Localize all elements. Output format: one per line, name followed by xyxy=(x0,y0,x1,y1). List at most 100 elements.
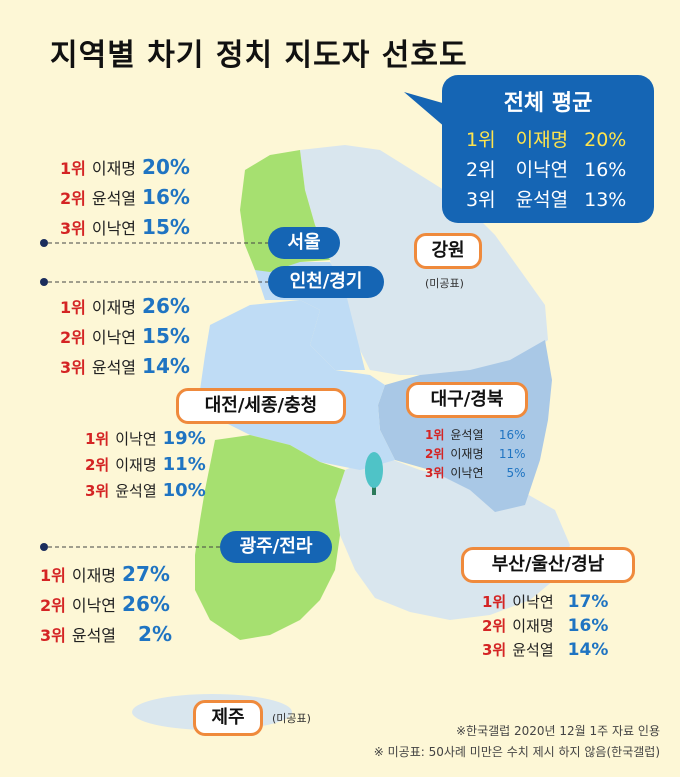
percent-value: 2% xyxy=(138,622,172,646)
percent-value: 14% xyxy=(567,640,609,660)
list-item: 3위 윤석열 14% xyxy=(60,352,190,382)
national-heading: 전체 평균 xyxy=(503,91,593,116)
region-label-busan: 부산/울산/경남 xyxy=(461,547,635,583)
rank-label: 3위 xyxy=(482,641,507,659)
percent-value: 16% xyxy=(498,428,526,442)
rank-label: 3위 xyxy=(466,189,496,211)
candidate-name: 이재명 xyxy=(450,447,484,461)
candidate-name: 이재명 xyxy=(512,617,554,635)
candidate-name: 이재명 xyxy=(91,298,137,317)
list-item: 1위 이재명 26% xyxy=(60,292,190,322)
national-average-box: 전체 평균 1위 이재명 20% 2위 이낙연 16% 3위 윤석열 13% xyxy=(442,75,654,223)
list-item: 2위 이낙연 15% xyxy=(60,322,190,352)
candidate-name: 이낙연 xyxy=(115,430,157,448)
national-row-3: 3위 윤석열 13% xyxy=(466,185,626,212)
list-item: 2위 이재명 11% xyxy=(425,445,526,464)
list-item: 2위 이재명 16% xyxy=(482,614,608,638)
list-item: 3위 윤석열 2% xyxy=(40,620,172,650)
rank-label: 1위 xyxy=(85,430,110,448)
gwangju-ranking: 1위 이재명 27% 2위 이낙연 26% 3위 윤석열 2% xyxy=(40,560,172,650)
list-item: 3위 윤석열 14% xyxy=(482,638,608,662)
region-label-incheon: 인천/경기 xyxy=(268,266,384,298)
percent-value: 13% xyxy=(584,189,627,211)
rank-label: 3위 xyxy=(85,482,110,500)
candidate-name: 이낙연 xyxy=(91,219,137,238)
percent-value: 11% xyxy=(498,447,526,461)
unpublished-note: (미공표) xyxy=(272,712,311,725)
region-label-gwangju: 광주/전라 xyxy=(220,531,332,563)
list-item: 2위 이재명 11% xyxy=(85,452,206,478)
candidate-name: 이낙연 xyxy=(515,159,569,181)
candidate-name: 이재명 xyxy=(515,129,569,151)
region-label-daegu: 대구/경북 xyxy=(406,382,528,418)
unpublished-note: (미공표) xyxy=(425,277,464,290)
connector-gwangju xyxy=(40,543,220,551)
rank-label: 1위 xyxy=(40,566,66,585)
rank-label: 3위 xyxy=(60,219,86,238)
rank-label: 1위 xyxy=(425,428,445,442)
connector-seoul xyxy=(40,239,268,247)
daegu-ranking: 1위 윤석열 16% 2위 이재명 11% 3위 이낙연 5% xyxy=(425,426,526,483)
percent-value: 26% xyxy=(142,294,190,318)
percent-value: 16% xyxy=(142,185,190,209)
candidate-name: 윤석열 xyxy=(71,626,117,645)
percent-value: 15% xyxy=(142,324,190,348)
percent-value: 14% xyxy=(142,354,190,378)
candidate-name: 이재명 xyxy=(115,456,157,474)
percent-value: 17% xyxy=(567,592,609,612)
rank-label: 3위 xyxy=(40,626,66,645)
rank-label: 3위 xyxy=(425,466,445,480)
percent-value: 5% xyxy=(506,466,526,480)
list-item: 1위 이낙연 17% xyxy=(482,590,608,614)
candidate-name: 이낙연 xyxy=(91,328,137,347)
rank-label: 2위 xyxy=(60,189,86,208)
national-row-2: 2위 이낙연 16% xyxy=(466,155,626,182)
candidate-name: 윤석열 xyxy=(512,641,554,659)
rank-label: 2위 xyxy=(466,159,496,181)
map-region-chungcheong xyxy=(200,300,395,470)
callout-pointer xyxy=(404,92,446,128)
percent-value: 16% xyxy=(567,616,609,636)
percent-value: 26% xyxy=(122,592,170,616)
rank-label: 2위 xyxy=(425,447,445,461)
candidate-name: 이낙연 xyxy=(71,596,117,615)
rank-label: 2위 xyxy=(60,328,86,347)
region-label-gangwon: 강원 xyxy=(414,233,482,269)
list-item: 1위 이재명 20% xyxy=(60,153,190,183)
list-item: 3위 이낙연 5% xyxy=(425,464,526,483)
rank-label: 3위 xyxy=(60,358,86,377)
region-label-seoul: 서울 xyxy=(268,227,340,259)
daejeon-ranking: 1위 이낙연 19% 2위 이재명 11% 3위 윤석열 10% xyxy=(85,426,206,504)
rank-label: 2위 xyxy=(40,596,66,615)
percent-value: 27% xyxy=(122,562,170,586)
candidate-name: 윤석열 xyxy=(91,358,137,377)
rank-label: 1위 xyxy=(60,298,86,317)
rank-label: 2위 xyxy=(482,617,507,635)
rank-label: 1위 xyxy=(466,129,496,151)
percent-value: 11% xyxy=(162,454,206,475)
tree-icon xyxy=(365,452,383,495)
list-item: 2위 이낙연 26% xyxy=(40,590,172,620)
candidate-name: 윤석열 xyxy=(91,189,137,208)
rank-label: 1위 xyxy=(60,159,86,178)
candidate-name: 윤석열 xyxy=(450,428,484,442)
list-item: 3위 윤석열 10% xyxy=(85,478,206,504)
list-item: 3위 이낙연 15% xyxy=(60,213,190,243)
unpublished-footnote: ※ 미공표: 50사례 미만은 수치 제시 하지 않음(한국갤럽) xyxy=(373,745,660,759)
list-item: 1위 이재명 27% xyxy=(40,560,172,590)
region-label-jeju: 제주 xyxy=(193,700,263,736)
candidate-name: 이재명 xyxy=(71,566,117,585)
candidate-name: 윤석열 xyxy=(115,482,157,500)
list-item: 1위 윤석열 16% xyxy=(425,426,526,445)
candidate-name: 이낙연 xyxy=(450,466,484,480)
candidate-name: 이재명 xyxy=(91,159,137,178)
list-item: 2위 윤석열 16% xyxy=(60,183,190,213)
candidate-name: 윤석열 xyxy=(515,189,569,211)
rank-label: 2위 xyxy=(85,456,110,474)
region-label-daejeon: 대전/세종/충청 xyxy=(176,388,346,424)
seoul-ranking: 1위 이재명 20% 2위 윤석열 16% 3위 이낙연 15% xyxy=(60,153,190,243)
connector-incheon xyxy=(40,278,268,286)
percent-value: 20% xyxy=(584,129,627,151)
candidate-name: 이낙연 xyxy=(512,593,554,611)
